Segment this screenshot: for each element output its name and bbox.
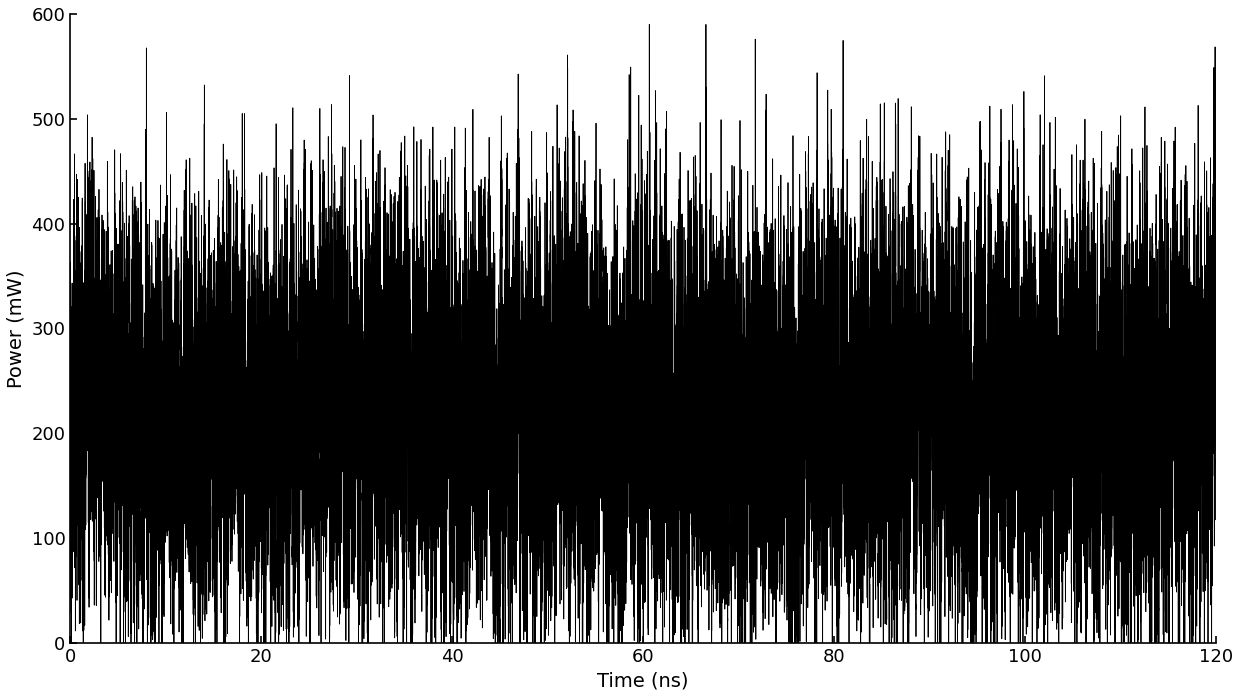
- X-axis label: Time (ns): Time (ns): [598, 671, 689, 690]
- Y-axis label: Power (mW): Power (mW): [7, 269, 26, 388]
